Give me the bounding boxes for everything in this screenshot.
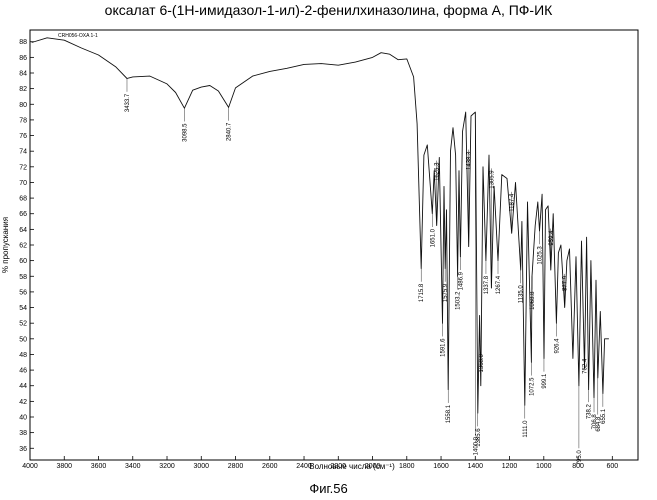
x-axis-label: Волновые числа (см⁻¹) [309,462,395,471]
spectrum-line [32,38,609,413]
peak-label: 1111.0 [523,420,529,438]
y-tick-label: 76 [19,133,27,140]
peak-label: 877.9 [563,275,569,291]
peak-label: 1591.6 [440,338,446,357]
y-tick-label: 46 [19,368,27,375]
peak-label: 795.0 [577,450,583,466]
y-tick-label: 48 [19,352,27,359]
sample-label: CRH056-OXA 1-1 [58,33,98,39]
peak-label: 1305.9 [489,170,495,189]
peak-label: 1625.3 [435,162,441,181]
x-tick-label: 1800 [399,463,415,470]
peak-label: 1135.0 [519,285,525,304]
y-tick-label: 42 [19,399,27,406]
y-tick-label: 50 [19,336,27,343]
y-tick-label: 74 [19,149,27,156]
x-tick-label: 3000 [193,463,209,470]
y-tick-label: 82 [19,86,27,93]
y-tick-label: 52 [19,321,27,328]
x-tick-label: 3800 [56,463,72,470]
x-tick-label: 600 [606,463,618,470]
peak-label: 999.1 [542,373,548,389]
peak-label: 1025.3 [537,246,543,265]
y-tick-label: 70 [19,180,27,187]
x-tick-label: 3600 [91,463,107,470]
x-tick-label: 3200 [159,463,175,470]
y-tick-label: 38 [19,430,27,437]
peak-label: 1575.9 [443,283,449,302]
x-tick-label: 1000 [536,463,552,470]
peak-label: 1558.1 [446,404,452,423]
y-tick-label: 58 [19,274,27,281]
peak-label: 1368.0 [479,353,485,372]
peak-label: 1267.4 [496,275,502,294]
y-tick-label: 36 [19,446,27,453]
x-tick-label: 2600 [262,463,278,470]
y-tick-label: 56 [19,289,27,296]
y-tick-label: 54 [19,305,27,312]
y-tick-label: 64 [19,227,27,234]
y-tick-label: 84 [19,71,27,78]
peak-label: 1068.8 [530,291,536,310]
peak-label: 655.1 [601,408,607,424]
y-tick-label: 78 [19,117,27,124]
y-tick-label: 86 [19,55,27,62]
peak-label: 1486.9 [458,271,464,290]
y-tick-label: 80 [19,102,27,109]
peak-label: 3098.5 [182,123,188,142]
plot-frame [30,30,638,460]
y-tick-label: 60 [19,258,27,265]
y-tick-label: 40 [19,415,27,422]
y-tick-label: 88 [19,39,27,46]
peak-annotations: 3433.7 3098.5 2840.7 1715.8 1651.0 1625.3 1591… [125,78,607,465]
x-tick-label: 1600 [433,463,449,470]
x-tick-label: 2800 [228,463,244,470]
y-tick-label: 62 [19,243,27,250]
y-tick-label: 72 [19,164,27,171]
peak-label: 3433.7 [125,93,131,112]
y-tick-label: 68 [19,196,27,203]
x-tick-label: 1400 [468,463,484,470]
y-axis-ticks: 36 38 40 42 44 46 48 50 52 54 56 58 60 62 64 66 68 70 72 74… [19,39,34,453]
peak-label: 1651.0 [430,228,436,247]
y-axis-label: % пропускания [1,217,10,273]
figure-caption: Фиг.56 [0,481,657,496]
x-tick-label: 3400 [125,463,141,470]
y-tick-label: 66 [19,211,27,218]
peak-label: 926.4 [554,338,560,354]
peak-label: 762.4 [582,358,588,374]
peak-label: 1385.6 [476,428,482,447]
y-tick-label: 44 [19,383,27,390]
peak-label: 1503.2 [456,291,462,310]
x-tick-label: 1200 [502,463,518,470]
peak-label: 1438.3 [467,151,473,170]
peak-label: 1187.4 [510,193,516,212]
peak-label: 1337.8 [484,275,490,294]
peak-label: 2840.7 [227,122,233,141]
peak-label: 959.4 [549,230,555,246]
peak-label: 1715.8 [419,283,425,302]
peak-label: 1072.5 [529,377,535,396]
x-tick-label: 4000 [22,463,38,470]
